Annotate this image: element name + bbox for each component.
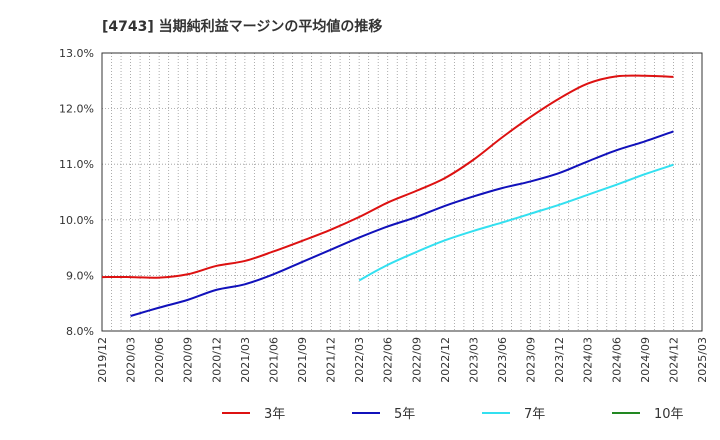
x-tick-label: 2024/12	[667, 337, 680, 383]
legend-label: 3年	[264, 407, 285, 422]
x-tick-label: 2025/03	[696, 337, 709, 383]
x-tick-label: 2020/09	[182, 337, 195, 383]
plot-area	[102, 53, 702, 331]
series-layer	[101, 74, 674, 317]
x-tick-label: 2024/09	[639, 337, 652, 383]
series-line-1	[101, 74, 674, 279]
x-tick-label: 2021/09	[296, 337, 309, 383]
x-tick-label: 2024/06	[610, 337, 623, 383]
x-tick-label: 2020/03	[125, 337, 138, 383]
x-tick-label: 2022/03	[353, 337, 366, 383]
y-tick-label: 8.0%	[66, 325, 94, 338]
x-tick-label: 2024/03	[582, 337, 595, 383]
x-tick-label: 2023/03	[467, 337, 480, 383]
legend-label: 5年	[394, 407, 415, 422]
plot-border	[101, 52, 703, 332]
x-tick-label: 2020/12	[210, 337, 223, 383]
x-tick-label: 2023/09	[525, 337, 538, 383]
y-tick-label: 10.0%	[59, 214, 94, 227]
y-tick-label: 11.0%	[59, 158, 94, 171]
y-tick-label: 9.0%	[66, 269, 94, 282]
legend-label: 10年	[654, 407, 684, 422]
x-tick-label: 2021/06	[267, 337, 280, 383]
series-line-3	[358, 163, 674, 282]
x-tick-label: 2021/12	[325, 337, 338, 383]
axis-layer: 8.0% 9.0% 10.0% 11.0% 12.0% 13.0% 2019/12 2020/…	[59, 47, 709, 383]
legend-label: 7年	[524, 407, 545, 422]
x-tick-label: 2021/03	[239, 337, 252, 383]
grid-layer	[102, 53, 702, 331]
x-tick-label: 2019/12	[96, 337, 109, 383]
x-tick-label: 2022/06	[382, 337, 395, 383]
x-tick-label: 2022/09	[410, 337, 423, 383]
x-tick-label: 2023/06	[496, 337, 509, 383]
y-tick-label: 12.0%	[59, 103, 94, 116]
legend: 3年 5年 7年 10年	[222, 407, 684, 422]
y-tick-label: 13.0%	[59, 47, 94, 60]
chart-title: [4743] 当期純利益マージンの平均値の推移	[102, 18, 382, 35]
x-tick-label: 2023/12	[553, 337, 566, 383]
x-tick-label: 2020/06	[153, 337, 166, 383]
series-line-2	[130, 130, 674, 317]
x-tick-label: 2022/12	[439, 337, 452, 383]
